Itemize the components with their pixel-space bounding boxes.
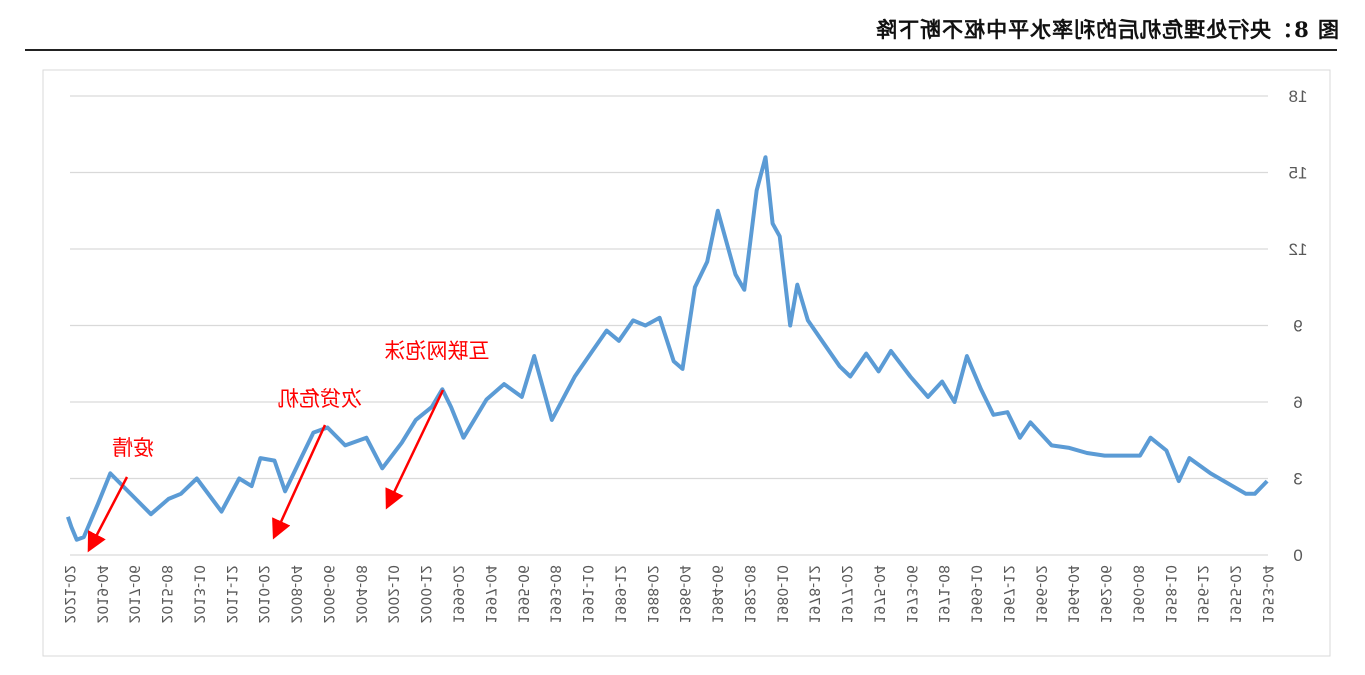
x-tick-label: 1999-02 <box>450 565 466 624</box>
x-tick-label: 1966-02 <box>1032 565 1048 624</box>
x-tick-label: 1956-12 <box>1194 565 1210 624</box>
x-tick-label: 1969-10 <box>968 565 984 624</box>
x-tick-label: 1960-08 <box>1129 565 1145 624</box>
x-tick-label: 1958-10 <box>1162 565 1178 624</box>
annotation-arrow <box>87 476 129 553</box>
x-tick-label: 2004-08 <box>352 565 368 624</box>
x-tick-label: 1978-12 <box>806 565 822 624</box>
y-tick-label: 9 <box>1293 317 1302 336</box>
series-line <box>66 155 1269 542</box>
y-tick-label: 3 <box>1293 470 1302 489</box>
annotation-label: 互联网泡沫 <box>385 339 490 363</box>
x-tick-label: 2008-04 <box>288 565 304 624</box>
y-tick-label: 15 <box>1289 164 1308 183</box>
y-tick-label: 18 <box>1289 87 1308 106</box>
x-tick-label: 1988-02 <box>644 565 660 624</box>
x-tick-label: 1986-04 <box>676 565 692 624</box>
x-tick-label: 2019-04 <box>93 565 109 624</box>
x-tick-label: 1973-06 <box>903 565 919 624</box>
x-tick-label: 1989-12 <box>611 565 627 624</box>
x-tick-label: 1953-04 <box>1259 565 1275 624</box>
x-tick-label: 1971-08 <box>935 565 951 624</box>
x-tick-label: 1962-06 <box>1097 565 1113 624</box>
plot-frame <box>42 69 1331 657</box>
x-tick-label: 2021-02 <box>61 565 77 624</box>
x-tick-label: 1997-04 <box>482 565 498 624</box>
x-tick-label: 1980-10 <box>773 565 789 624</box>
x-tick-label: 2006-06 <box>320 565 336 624</box>
x-tick-label: 1993-08 <box>547 565 563 624</box>
annotation-arrow <box>272 424 327 540</box>
x-tick-label: 1977-02 <box>838 565 854 624</box>
x-tick-label: 2017-06 <box>126 565 142 624</box>
annotation-label: 次贷危机 <box>278 387 362 411</box>
x-tick-label: 2002-10 <box>385 565 401 624</box>
x-tick-label: 1984-06 <box>709 565 725 624</box>
y-tick-label: 6 <box>1293 393 1302 412</box>
x-tick-label: 1964-04 <box>1065 565 1081 624</box>
x-tick-label: 1975-04 <box>870 565 886 624</box>
y-tick-label: 12 <box>1289 240 1308 259</box>
x-tick-label: 1982-08 <box>741 565 757 624</box>
x-tick-label: 2013-10 <box>190 565 206 624</box>
annotation-arrow <box>385 389 445 510</box>
y-tick-label: 0 <box>1293 546 1302 565</box>
x-tick-label: 1955-02 <box>1227 565 1243 624</box>
x-tick-label: 2010-02 <box>255 565 271 624</box>
x-tick-label: 1995-06 <box>514 565 530 624</box>
x-tick-label: 1967-12 <box>1000 565 1016 624</box>
annotation-label: 疫情 <box>112 436 154 460</box>
x-tick-label: 2000-12 <box>417 565 433 624</box>
x-tick-label: 2011-12 <box>223 565 239 624</box>
x-tick-label: 1991-10 <box>579 565 595 624</box>
x-tick-label: 2015-08 <box>158 565 174 624</box>
